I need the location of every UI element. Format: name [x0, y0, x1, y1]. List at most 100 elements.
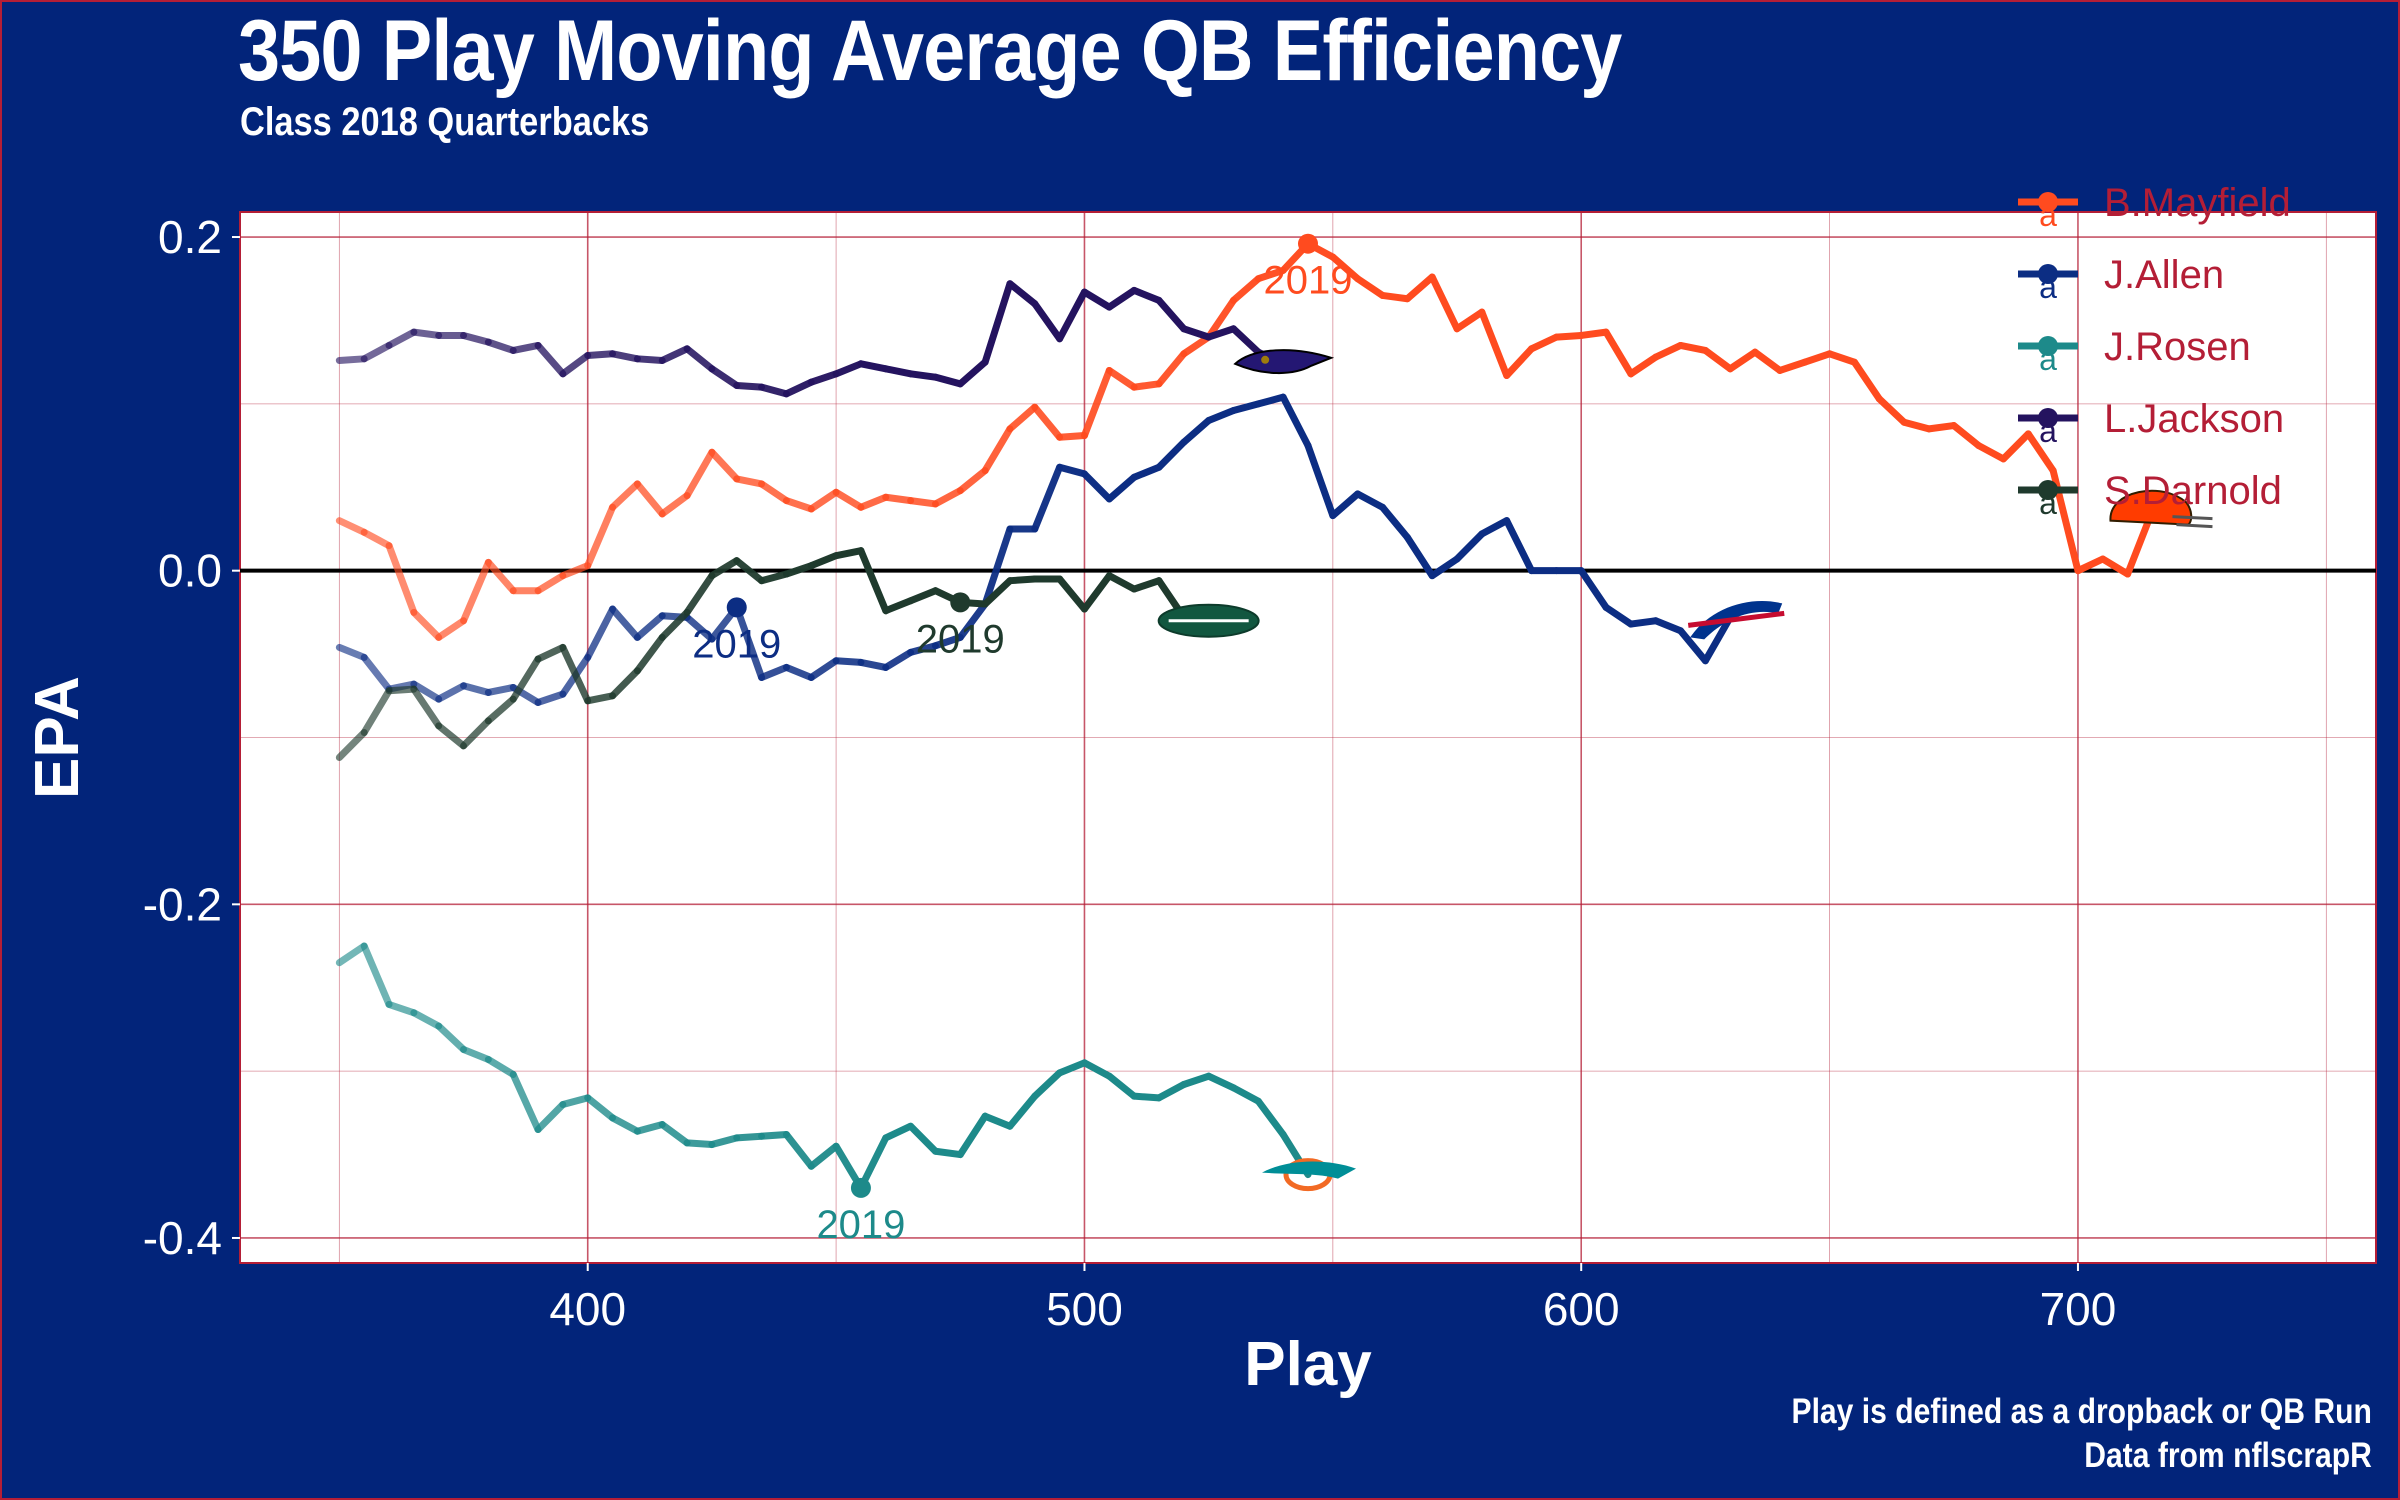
series-segment: [335, 728, 368, 762]
series-segment: [1205, 325, 1237, 341]
series-segment: [1056, 288, 1088, 343]
series-segment: [758, 1131, 790, 1140]
series-segment: [1403, 533, 1436, 580]
legend-marker-glyph: a: [2039, 341, 2057, 377]
series-segment: [1528, 333, 1560, 353]
legend-item-b-mayfield[interactable]: a B.Mayfield: [2018, 181, 2291, 233]
series-segment: [782, 562, 815, 578]
series-segment: [1229, 325, 1262, 356]
series-segment: [633, 633, 666, 675]
series-segment: [782, 1131, 815, 1170]
series-segment: [683, 572, 716, 616]
series-segment: [584, 1094, 617, 1122]
bills-streak: [1687, 610, 1785, 628]
series-segment: [733, 1132, 766, 1142]
series-segment: [882, 648, 915, 671]
x-tick-label: 700: [2040, 1283, 2117, 1335]
series-segment: [460, 331, 492, 346]
series-segment: [410, 328, 443, 339]
series-segment: [1354, 490, 1387, 511]
series-segment: [584, 692, 617, 705]
series-segment: [1478, 517, 1511, 538]
series-segment: [782, 497, 815, 513]
series-segment: [1105, 1072, 1138, 1100]
highlight-point[interactable]: [850, 1177, 871, 1198]
series-segment: [1180, 1072, 1213, 1088]
series-segment: [956, 1112, 989, 1159]
series-segment: [807, 488, 840, 513]
series-segment: [683, 448, 716, 500]
series-segment: [385, 685, 418, 695]
series-segment: [683, 1139, 716, 1149]
series-segment: [708, 365, 741, 389]
series-segment: [733, 475, 766, 488]
series-segment: [1130, 463, 1163, 481]
highlight-point[interactable]: [1298, 233, 1318, 254]
series-segment: [907, 1122, 939, 1155]
series-segment: [559, 562, 592, 580]
series-segment: [1428, 555, 1461, 580]
series-segment: [1826, 350, 1858, 366]
highlight-point[interactable]: [950, 592, 971, 613]
series-segment: [1875, 395, 1908, 426]
browns-facemask: [2172, 515, 2213, 529]
legend-dot: [2038, 192, 2058, 212]
series-segment: [484, 683, 517, 696]
series-segment: [1056, 463, 1088, 478]
series-segment: [1627, 617, 1660, 628]
series-segment: [584, 503, 617, 570]
series-segment: [1577, 567, 1610, 611]
legend-item-j-allen[interactable]: a J.Allen: [2018, 253, 2224, 305]
legend[interactable]: a B.Mayfield a J.Allen a J.Rosen a L.Jackson a S.…: [2018, 181, 2291, 521]
legend-dot: [2038, 408, 2058, 428]
series-segment: [1677, 341, 1709, 354]
series-segment: [1602, 603, 1635, 628]
legend-item-s-darnold[interactable]: a S.Darnold: [2018, 469, 2282, 521]
series-segment: [1329, 253, 1362, 283]
series-segment: [807, 370, 840, 386]
legend-marker-glyph: a: [2039, 413, 2057, 449]
x-axis-title: Play: [1244, 1330, 1372, 1399]
series-segment: [1503, 517, 1536, 575]
series-segment: [1155, 296, 1188, 333]
series-segment: [1304, 442, 1337, 520]
series-segment: [633, 612, 666, 641]
series-segment: [882, 365, 915, 378]
series-segment: [484, 1055, 517, 1078]
series-segment: [559, 643, 592, 705]
legend-item-j-rosen[interactable]: a J.Rosen: [2018, 325, 2251, 377]
y-tick-label: 0.2: [158, 211, 222, 263]
highlight-label: 2019: [692, 622, 781, 666]
series-segment: [1801, 350, 1834, 366]
series-segment: [683, 613, 716, 643]
series-segment: [658, 492, 691, 518]
series-segment: [1006, 280, 1039, 308]
series-segment: [956, 467, 989, 495]
legend-dot: [2038, 336, 2058, 356]
series-segment: [1776, 358, 1809, 374]
series-segment: [857, 547, 890, 615]
ravens-logo-icon: [1233, 349, 1335, 375]
series-segment: [609, 1114, 641, 1135]
legend-item-l-jackson[interactable]: a L.Jackson: [2018, 397, 2284, 449]
series-segment: [1999, 430, 2032, 463]
series-j-rosen: 2019: [335, 942, 1356, 1247]
series-segment: [1205, 407, 1237, 425]
series-segment: [509, 1070, 542, 1134]
legend-label: J.Rosen: [2104, 325, 2251, 369]
series-segment: [1503, 345, 1536, 379]
series-segment: [435, 617, 468, 641]
series-segment: [484, 558, 517, 595]
series-segment: [360, 687, 393, 736]
series-segment: [609, 667, 641, 700]
jets-logo-icon: [1157, 603, 1260, 638]
series-segment: [633, 480, 666, 518]
legend-label: J.Allen: [2104, 253, 2224, 297]
series-segment: [1031, 1069, 1064, 1100]
highlight-point[interactable]: [726, 597, 747, 618]
series-segment: [1279, 393, 1312, 450]
series-segment: [1552, 331, 1585, 341]
browns-helmet-icon: [2109, 489, 2213, 529]
series-segment: [435, 682, 468, 703]
